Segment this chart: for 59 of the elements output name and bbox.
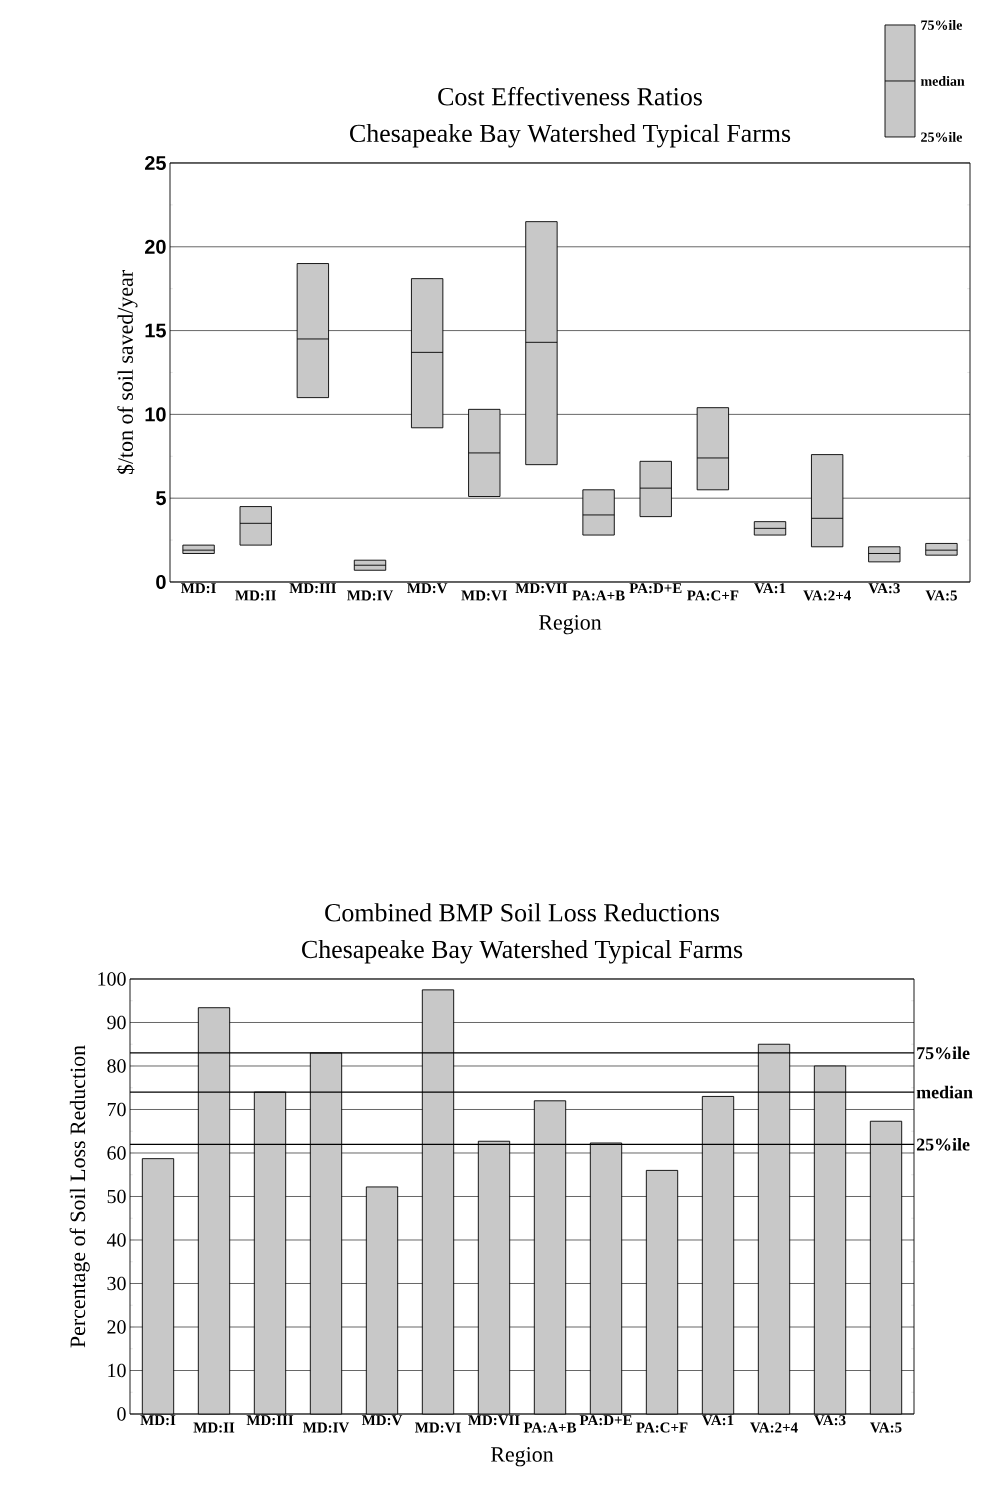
x-axis-title: Region	[490, 1447, 554, 1467]
x-tick-label: MD:I	[140, 1415, 176, 1426]
x-tick-label: PA:D+E	[579, 1415, 632, 1426]
x-tick-label: PA:A+B	[523, 1422, 577, 1433]
y-tick-label: 20	[145, 239, 166, 254]
x-tick-label: MD:V	[407, 583, 448, 594]
x-tick-label: PA:A+B	[572, 590, 625, 601]
x-tick-label: VA:3	[868, 583, 900, 594]
x-tick-label: VA:5	[925, 590, 957, 601]
x-tick-label: MD:II	[235, 590, 276, 601]
y-tick-label: 25	[145, 155, 166, 171]
x-tick-label: MD:VI	[461, 590, 508, 601]
text: median	[920, 76, 965, 86]
x-tick-label: MD:IV	[347, 590, 394, 601]
x-tick-label: PA:C+F	[636, 1422, 688, 1433]
ref-line-label: 75%ile	[917, 1046, 970, 1060]
ref-line-label: median	[916, 1085, 973, 1099]
y-tick-label: 0	[117, 1407, 126, 1421]
chart-title: Combined BMP Soil Loss Reductions	[325, 903, 719, 922]
y-tick-label: 70	[107, 1102, 126, 1117]
y-tick-label: 40	[106, 1233, 126, 1247]
x-tick-label: VA:5	[870, 1422, 902, 1433]
chart-subtitle: Chesapeake Bay Watershed Typical Farms	[302, 939, 743, 964]
x-tick-label: PA:D+E	[629, 583, 682, 594]
x-tick-label: VA:2+4	[750, 1422, 798, 1433]
y-tick-label: 30	[107, 1276, 126, 1291]
x-tick-label: MD:III	[289, 583, 337, 594]
y-tick-label: 50	[107, 1189, 126, 1204]
y-tick-label: 10	[145, 407, 166, 422]
x-tick-label: MD:IV	[303, 1422, 350, 1433]
x-tick-label: VA:2+4	[803, 590, 851, 601]
x-tick-label: MD:VII	[515, 583, 568, 594]
y-tick-label: 20	[107, 1320, 126, 1334]
x-tick-label: MD:V	[361, 1415, 403, 1426]
y-tick-label: 15	[145, 323, 166, 338]
x-tick-label: MD:VII	[468, 1415, 520, 1426]
ref-line-label: 25%ile	[916, 1137, 970, 1151]
text: 75%ile	[921, 20, 963, 30]
x-tick-label: MD:VI	[415, 1422, 461, 1433]
y-tick-label: 0	[156, 574, 166, 590]
chart-title: Cost Effectiveness Ratios	[438, 86, 702, 106]
chart-subtitle: Chesapeake Bay Watershed Typical Farms	[350, 123, 791, 148]
y-axis-title: Percentage of Soil Loss Reduction	[69, 1045, 90, 1348]
x-tick-label: VA:1	[754, 583, 786, 594]
y-tick-label: 90	[107, 1015, 126, 1030]
x-tick-label: VA:1	[702, 1415, 734, 1426]
y-tick-label: 10	[108, 1363, 126, 1378]
y-tick-label: 5	[156, 491, 166, 506]
x-axis-title: Region	[538, 615, 602, 635]
x-tick-label: MD:I	[180, 583, 216, 594]
y-tick-label: 80	[107, 1059, 126, 1073]
x-tick-label: VA:3	[814, 1415, 846, 1426]
y-tick-label: 100	[98, 972, 126, 986]
x-tick-label: MD:III	[246, 1415, 294, 1426]
x-tick-label: MD:II	[193, 1422, 235, 1433]
y-tick-label: 60	[107, 1146, 126, 1160]
y-axis-title: $/ton of soil saved/year	[116, 270, 138, 475]
x-tick-label: PA:C+F	[687, 590, 739, 601]
text: 25%ile	[921, 132, 963, 142]
